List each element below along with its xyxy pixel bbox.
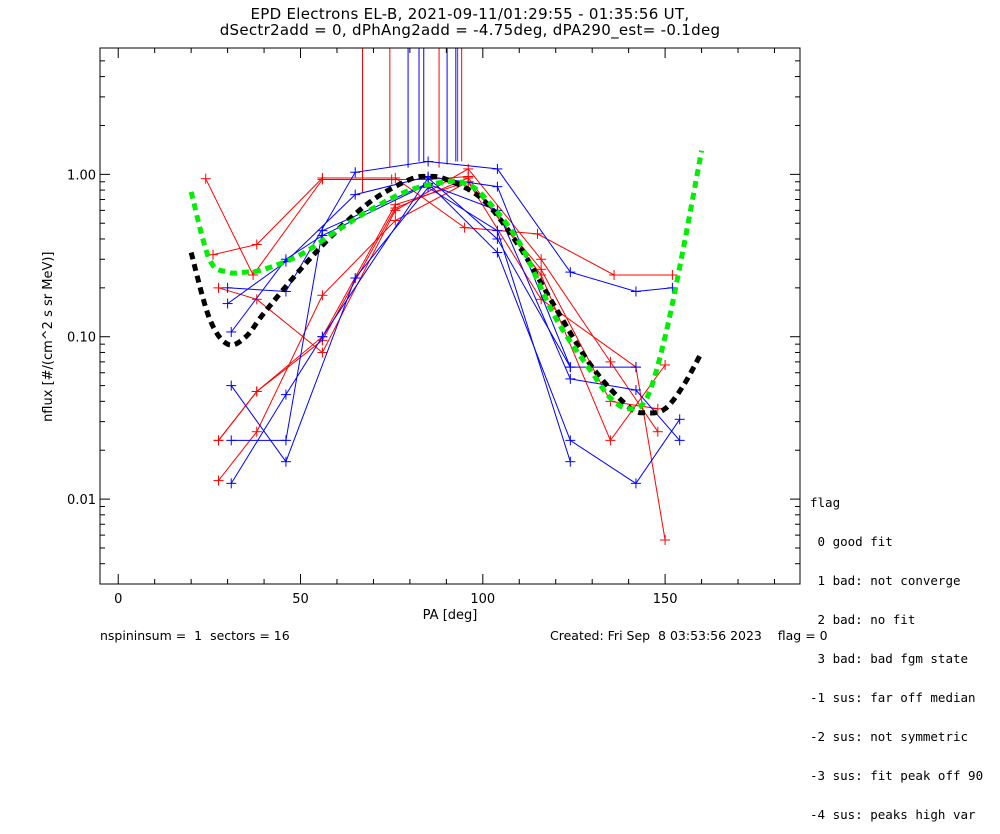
data-point [222, 298, 233, 309]
x-tick-label: 100 [470, 592, 495, 607]
data-point [492, 233, 503, 244]
y-axis-label: nflux [#/(cm^2 s sr MeV)] [41, 252, 56, 422]
data-point [565, 362, 576, 373]
data-point [630, 286, 641, 297]
flag-legend: flag 0 good fit 1 bad: not converge 2 ba… [810, 470, 983, 834]
data-point [630, 384, 641, 395]
data-point [350, 272, 361, 283]
data-point [652, 426, 663, 437]
fit-black-curve [188, 173, 704, 416]
series-line-blue-3 [230, 183, 681, 441]
data-point [492, 163, 503, 174]
data-point [660, 534, 671, 545]
data-point [226, 326, 237, 337]
data-point [459, 222, 470, 233]
data-point [251, 294, 262, 305]
x-tick-label: 0 [114, 592, 122, 607]
y-tick-label: 0.10 [67, 331, 96, 346]
data-point [605, 435, 616, 446]
data-point [280, 389, 291, 400]
data-point [565, 267, 576, 278]
series-line-blue-6 [230, 177, 571, 484]
data-point [280, 435, 291, 446]
data-point [213, 475, 224, 486]
data-point [492, 181, 503, 192]
y-tick-label: 0.01 [67, 493, 96, 508]
data-point [213, 435, 224, 446]
data-point [350, 167, 361, 178]
chart-title: EPD Electrons EL-B, 2021-09-11/01:29:55 … [250, 5, 690, 23]
chart-subtitle: dSectr2add = 0, dPhAng2add = -4.75deg, d… [219, 21, 721, 39]
legend-item: -1 sus: far off median [810, 690, 976, 705]
x-tick-label: 50 [292, 592, 309, 607]
legend-item: 3 bad: bad fgm state [810, 651, 969, 666]
data-point [248, 269, 259, 280]
series-line-red-5 [218, 181, 658, 481]
data-point [226, 435, 237, 446]
data-point [565, 456, 576, 467]
legend-item: -2 sus: not symmetric [810, 729, 969, 744]
legend-item: 0 good fit [810, 534, 893, 549]
footer-right: Created: Fri Sep 8 03:53:56 2023 flag = … [550, 628, 828, 643]
data-point [226, 478, 237, 489]
data-point [251, 386, 262, 397]
legend-item: -4 sus: peaks high var [810, 807, 976, 822]
data-point [605, 356, 616, 367]
series-line-red-1 [205, 176, 469, 276]
plot-area: 0 50 100 150 1.00 0.10 0.01 PA [deg] nflux [#/… [41, 47, 801, 623]
data-point [251, 239, 262, 250]
plot-frame [99, 47, 801, 585]
series-line-blue-5 [231, 182, 681, 485]
data-point [390, 215, 401, 226]
data-point [222, 282, 233, 293]
data-point [463, 172, 474, 183]
legend-item: -3 sus: fit peak off 90 [810, 768, 984, 783]
data-point [609, 269, 620, 280]
series-line-red-4 [218, 181, 666, 541]
data-point [213, 282, 224, 293]
legend-item: 1 bad: not converge [810, 573, 961, 588]
data-point [423, 156, 434, 167]
data-point [317, 331, 328, 342]
data-point [660, 359, 671, 370]
data-point [390, 172, 401, 183]
data-point [565, 435, 576, 446]
data-point [390, 203, 401, 214]
footer-left: nspininsum = 1 sectors = 16 [100, 628, 290, 643]
data-point [200, 173, 211, 184]
x-axis-label: PA [deg] [423, 608, 478, 623]
data-point [317, 290, 328, 301]
series-line-red-6 [218, 177, 666, 442]
series-line-red-2 [212, 177, 673, 276]
data-point [630, 478, 641, 489]
legend-title: flag [810, 495, 841, 510]
data-point [630, 362, 641, 373]
data-point [317, 347, 328, 358]
data-point [536, 254, 547, 265]
data-point [532, 228, 543, 239]
data-point [251, 426, 262, 437]
data-point [667, 269, 678, 280]
fit-green-curve [188, 150, 705, 412]
data-point [317, 225, 328, 236]
data-point [317, 172, 328, 183]
data-point [674, 435, 685, 446]
x-tick-label: 150 [653, 592, 678, 607]
data-point [674, 414, 685, 425]
data-point [492, 247, 503, 258]
data-point [350, 189, 361, 200]
data-point [226, 380, 237, 391]
series-line-blue-4 [230, 186, 571, 463]
data-point [280, 456, 291, 467]
data-point [565, 373, 576, 384]
legend-item: 2 bad: no fit [810, 612, 916, 627]
y-tick-label: 1.00 [67, 168, 96, 183]
